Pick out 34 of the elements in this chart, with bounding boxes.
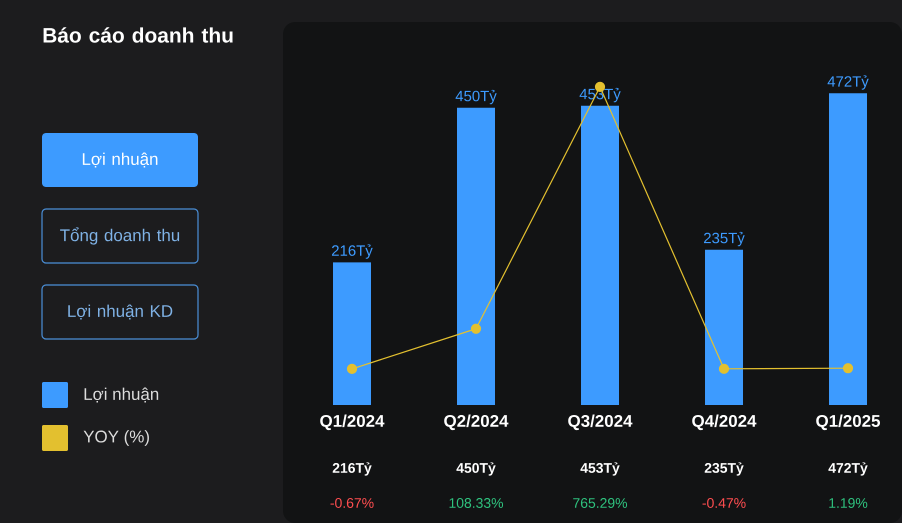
data-label: 1.19% <box>829 498 868 508</box>
data-label: 235Tỷ <box>704 462 744 476</box>
legend-label: YOY (%) <box>84 430 149 446</box>
point <box>470 324 482 334</box>
x-tick-label: Q3/2024 <box>568 414 632 430</box>
bar <box>457 108 496 405</box>
data-label: 108.33% <box>450 498 504 508</box>
data-label: -0.47% <box>702 498 746 508</box>
text: 450Tỷ <box>456 90 497 104</box>
data-label: 472Tỷ <box>828 462 868 476</box>
x-tick-label: Q1/2025 <box>816 414 880 430</box>
data-label: 450Tỷ <box>456 462 496 476</box>
x-tick-label: Q1/2024 <box>320 414 384 430</box>
bar <box>705 250 744 405</box>
text: Lợi nhuận KD <box>68 304 172 320</box>
x-tick-label: Q4/2024 <box>692 414 756 430</box>
point <box>842 363 854 374</box>
data-label: 765.29% <box>573 498 628 508</box>
x-tick-label: Q2/2024 <box>444 414 508 430</box>
bar <box>829 93 868 405</box>
text: Lợi nhuận <box>82 152 158 168</box>
bar <box>333 262 372 405</box>
bar <box>581 106 620 405</box>
chart-title: Báo cáo doanh thu <box>44 27 233 43</box>
text: 216Tỷ <box>332 244 373 259</box>
point <box>346 364 358 374</box>
data-label: 453Tỷ <box>580 462 620 476</box>
text: Tổng doanh thu <box>60 227 180 245</box>
point <box>718 364 730 374</box>
data-label: 216Tỷ <box>332 462 372 476</box>
legend-label: Lợi nhuận <box>84 388 158 402</box>
text: 235Tỷ <box>704 232 745 246</box>
text: 472Tỷ <box>828 75 869 90</box>
data-label: -0.67% <box>330 498 374 508</box>
